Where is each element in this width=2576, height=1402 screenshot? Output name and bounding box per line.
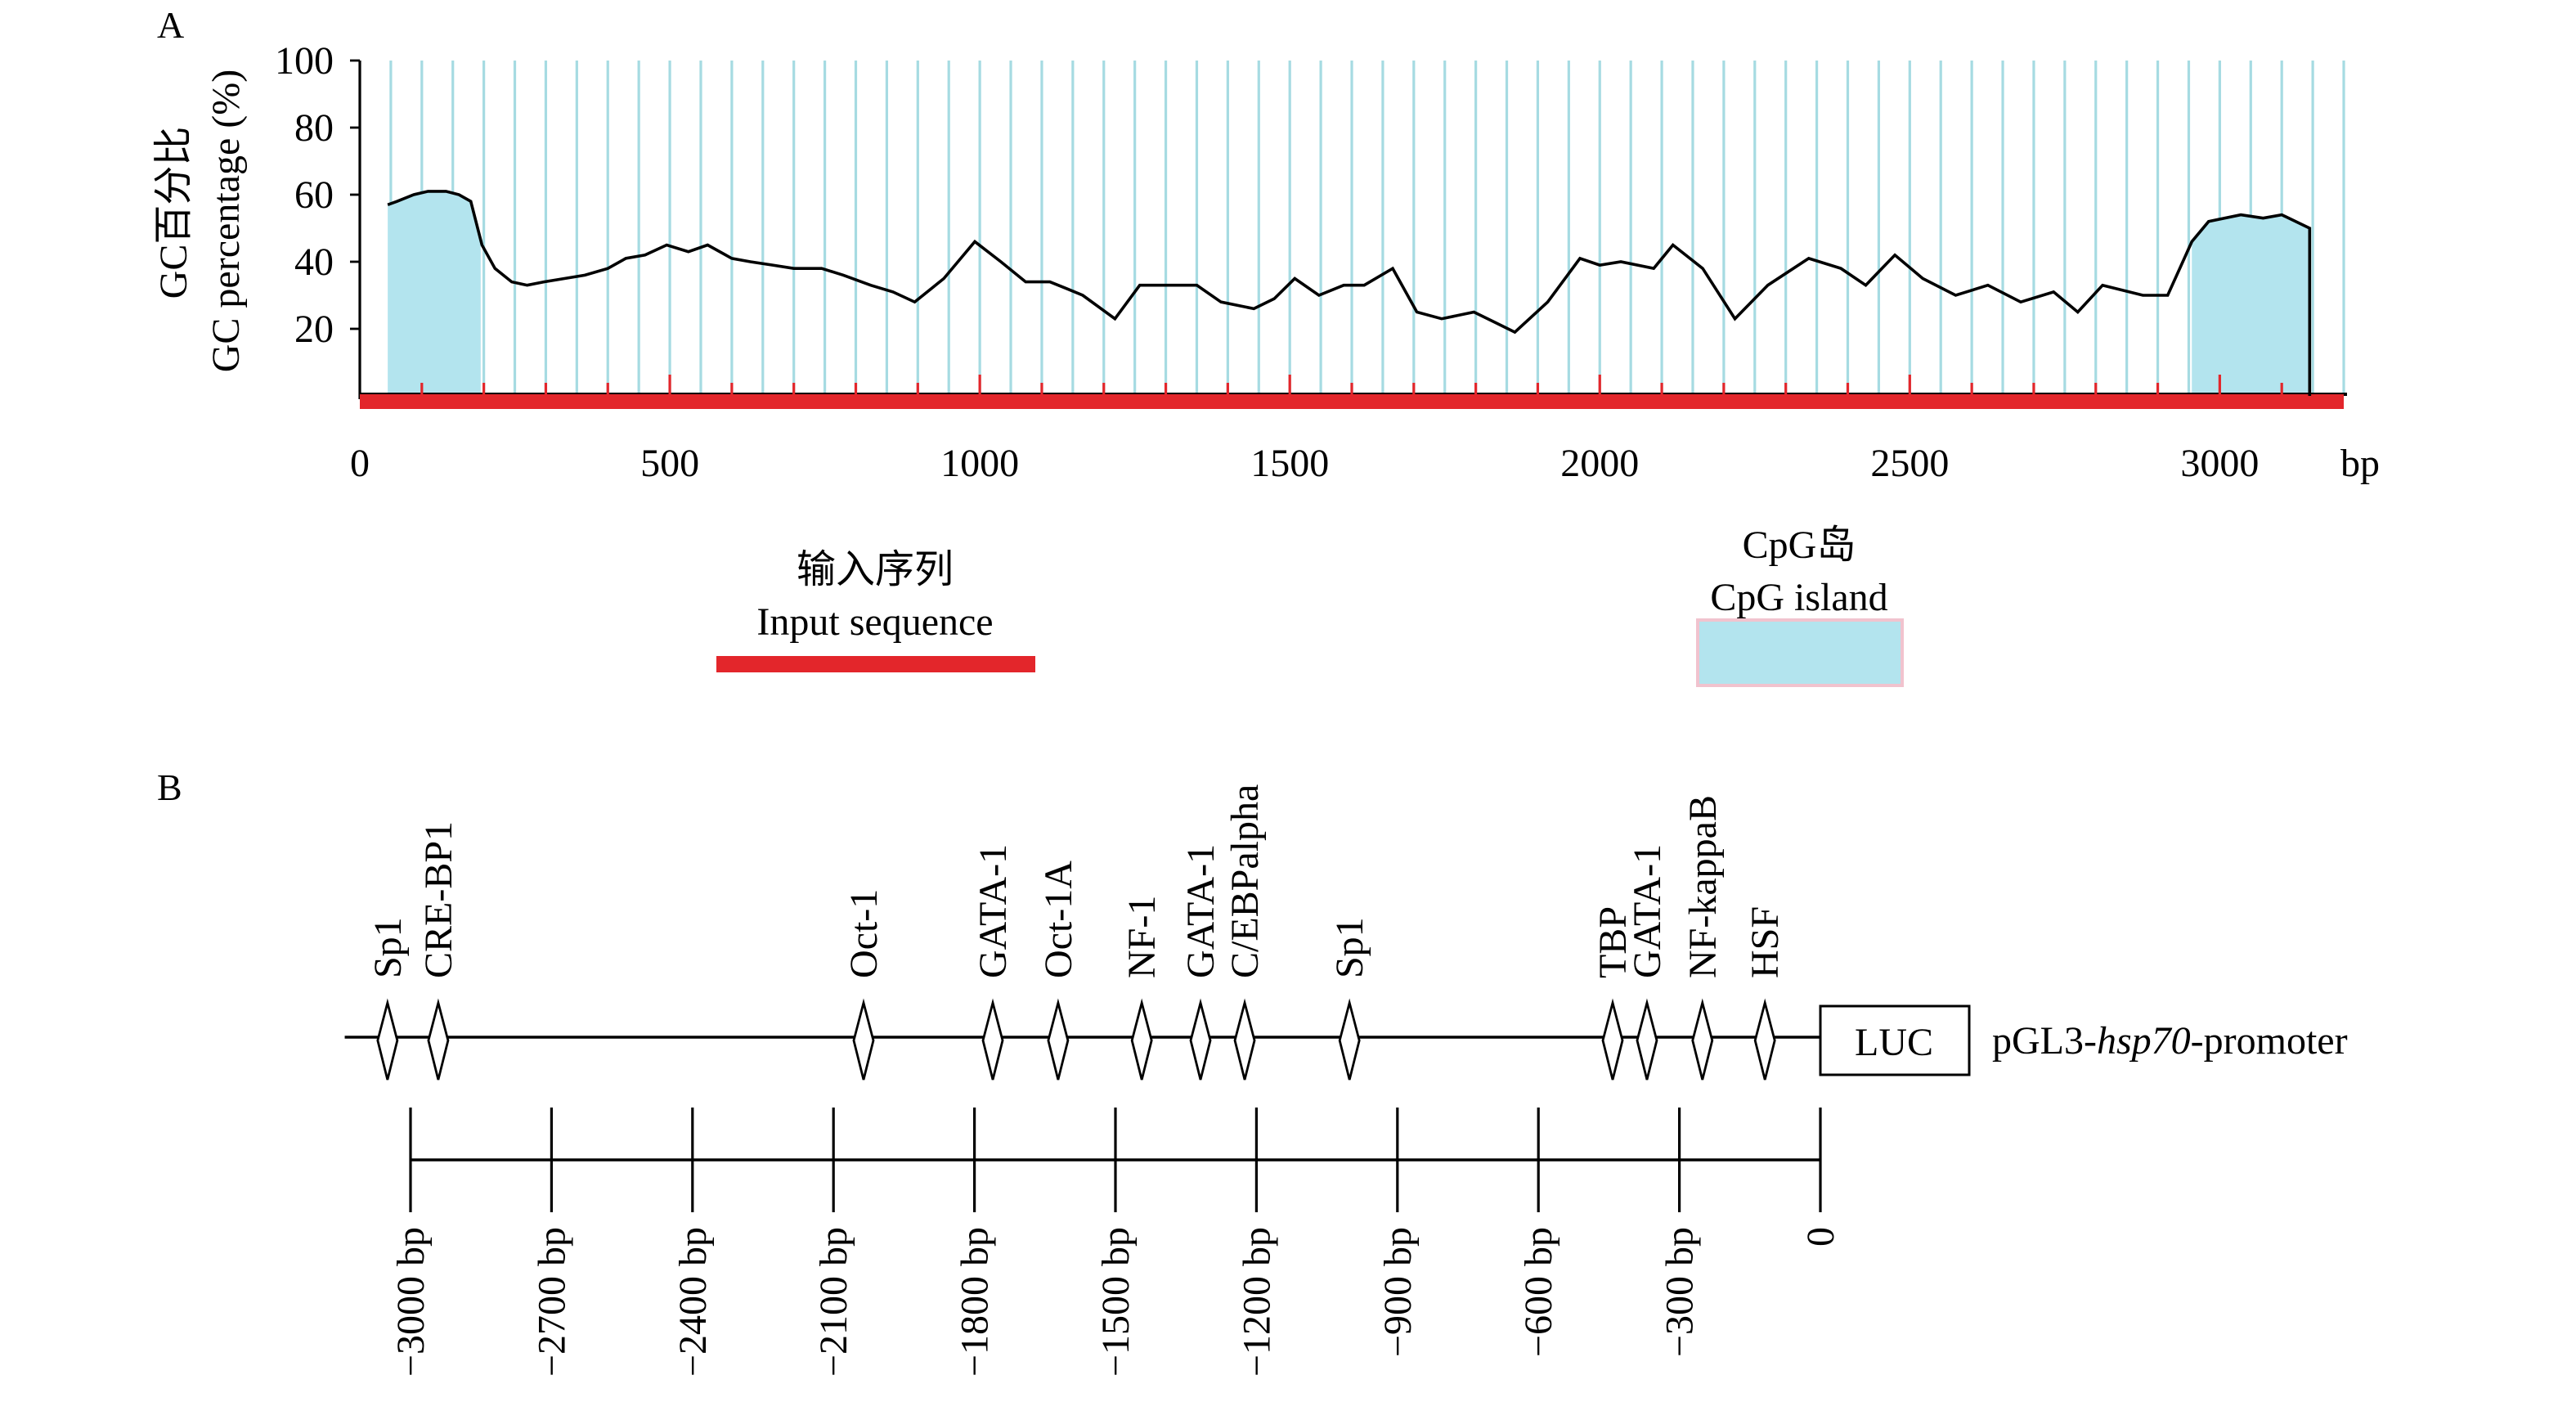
- scale-tick-label: −2700 bp: [530, 1227, 573, 1377]
- scale-tick-label: −600 bp: [1517, 1227, 1560, 1357]
- scale-tick-label: −300 bp: [1658, 1227, 1702, 1357]
- binding-site-marker: [1047, 998, 1070, 1081]
- x-tick-labels: 0 500 1000 1500 2000 2500 3000: [350, 442, 2259, 485]
- scale-bar: −3000 bp −2700 bp −2400 bp −2100 bp −1800 bp…: [389, 1108, 1842, 1377]
- input-sequence-bar-group: [360, 375, 2344, 409]
- y-axis-label-en: GC percentage (%): [204, 70, 248, 372]
- x-tick-label: 3000: [2180, 442, 2259, 485]
- scale-tick-label: −2400 bp: [671, 1227, 715, 1377]
- binding-site-label: NF-kappaB: [1681, 795, 1725, 978]
- y-axis-label-cn: GC百分比: [152, 127, 195, 299]
- x-axis-unit-label: bp: [2340, 442, 2380, 485]
- legend-item-cpg-island: CpG岛 CpG island: [1696, 524, 1904, 687]
- x-tick-label: 500: [640, 442, 699, 485]
- x-tick-label: 1500: [1250, 442, 1329, 485]
- panel-b: B Sp1 CRE-BP1 Oct-1 GATA-1 Oct-1A NF-1 GATA-1 C…: [157, 766, 2348, 1377]
- binding-site-label: Oct-1: [842, 889, 886, 978]
- legend: 输入序列 Input sequence CpG岛 CpG island: [716, 524, 1904, 687]
- axes: [358, 61, 2347, 399]
- construct-label: pGL3-hsp70-promoter: [1992, 1019, 2348, 1063]
- cpg-island-region: [2192, 214, 2310, 396]
- legend-input-swatch: [716, 656, 1035, 672]
- binding-site-label: GATA-1: [972, 844, 1015, 978]
- legend-cpg-label-en: CpG island: [1710, 576, 1887, 619]
- scale-tick-label: −1200 bp: [1235, 1227, 1278, 1377]
- binding-site-label: C/EBPalpha: [1223, 784, 1267, 978]
- construct-prefix: pGL3-: [1992, 1019, 2097, 1063]
- binding-site-marker: [1753, 998, 1776, 1081]
- binding-site-marker: [376, 998, 399, 1081]
- binding-sites: Sp1 CRE-BP1 Oct-1 GATA-1 Oct-1A NF-1 GATA-1 C/E…: [366, 784, 1787, 1081]
- binding-site-marker: [427, 998, 450, 1081]
- binding-site-label: Sp1: [366, 917, 410, 978]
- scale-tick-label: −1500 bp: [1094, 1227, 1138, 1377]
- panel-a-label: A: [157, 4, 184, 46]
- x-tick-label: 2000: [1560, 442, 1639, 485]
- construct-suffix: -promoter: [2191, 1019, 2348, 1063]
- scale-tick-label: 0: [1799, 1227, 1842, 1247]
- x-tick-label: 0: [350, 442, 370, 485]
- legend-cpg-label-cn: CpG岛: [1743, 524, 1856, 567]
- binding-site-marker: [1130, 998, 1153, 1081]
- binding-site-label: NF-1: [1120, 896, 1164, 978]
- binding-site-label: Oct-1A: [1037, 861, 1080, 978]
- input-sequence-bar: [360, 394, 2344, 409]
- binding-site-label: CRE-BP1: [417, 821, 460, 978]
- gridlines: [389, 61, 2345, 396]
- gc-percentage-line: [387, 190, 2312, 396]
- y-tick-label: 40: [294, 240, 334, 284]
- binding-site-label: GATA-1: [1179, 844, 1223, 978]
- series-layer: [387, 190, 2312, 396]
- y-ticks: 20 40 60 80 100: [275, 39, 360, 351]
- binding-site-marker: [1636, 998, 1658, 1081]
- cpg-island-regions: [388, 191, 2310, 396]
- binding-site-marker: [1233, 998, 1256, 1081]
- binding-site-label: Sp1: [1328, 917, 1371, 978]
- construct-gene: hsp70: [2097, 1019, 2191, 1063]
- binding-site-label: TBP: [1591, 906, 1635, 978]
- reporter-box: [1819, 1004, 1971, 1076]
- legend-input-label-en: Input sequence: [756, 600, 993, 644]
- legend-cpg-swatch: [1696, 618, 1904, 687]
- y-tick-label: 80: [294, 106, 334, 150]
- binding-site-label: GATA-1: [1626, 844, 1669, 978]
- binding-site-marker: [1189, 998, 1212, 1081]
- binding-site-marker: [852, 998, 875, 1081]
- legend-item-input-sequence: 输入序列 Input sequence: [716, 548, 1035, 672]
- y-tick-label: 100: [275, 39, 334, 83]
- legend-input-label-cn: 输入序列: [797, 548, 954, 591]
- y-tick-label: 20: [294, 308, 334, 351]
- binding-site-marker: [1691, 998, 1714, 1081]
- y-tick-label: 60: [294, 173, 334, 217]
- binding-site-marker: [1601, 998, 1624, 1081]
- scale-tick-label: −1800 bp: [954, 1227, 997, 1377]
- x-tick-label: 1000: [940, 442, 1019, 485]
- scale-tick-label: −2100 bp: [812, 1227, 855, 1377]
- x-tick-label: 2500: [1870, 442, 1949, 485]
- scale-tick-label: −3000 bp: [389, 1227, 433, 1377]
- scale-tick-label: −900 bp: [1376, 1227, 1420, 1357]
- cpg-island-region: [388, 191, 481, 396]
- binding-site-label: HSF: [1744, 906, 1787, 978]
- reporter-label: LUC: [1855, 1021, 1933, 1064]
- panel-b-label: B: [157, 766, 182, 808]
- binding-site-marker: [981, 998, 1004, 1081]
- panel-a: A GC百分比 GC percentage (%) 0 500 1000 1500 20…: [152, 4, 2380, 687]
- binding-site-marker: [1338, 998, 1361, 1081]
